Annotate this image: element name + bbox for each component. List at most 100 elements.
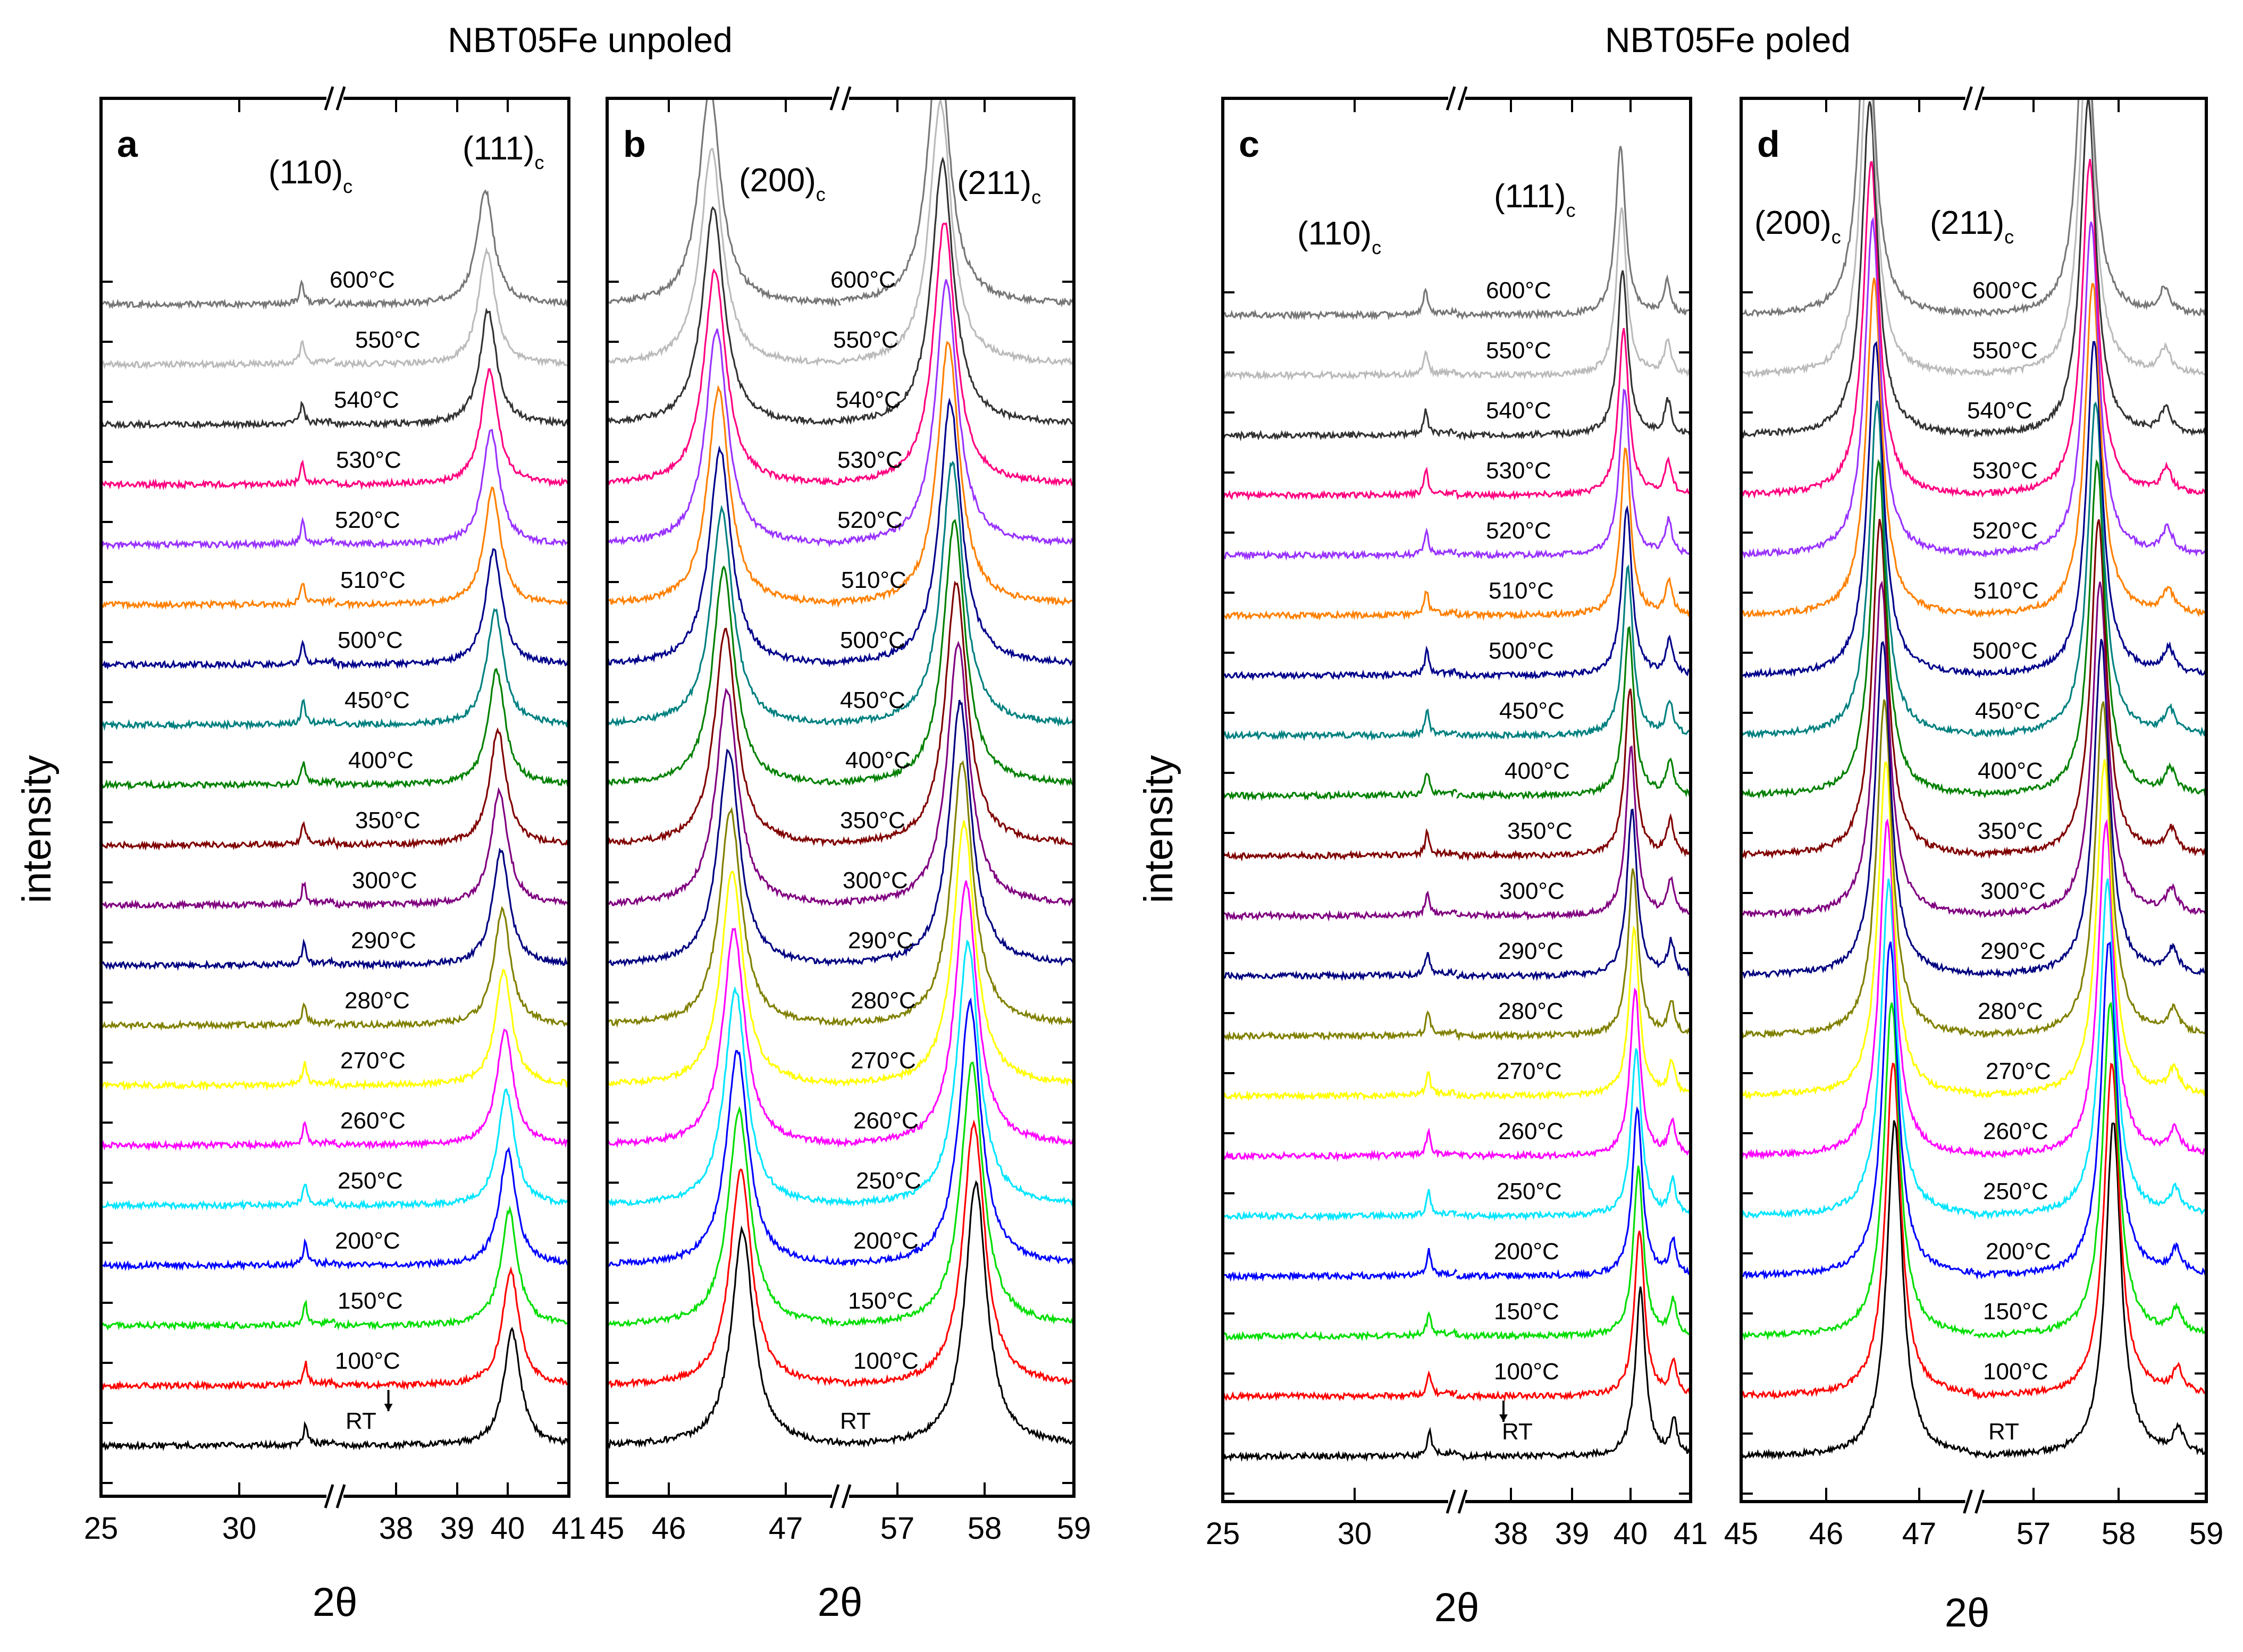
temp-label-c-13: 500°C	[1489, 638, 1554, 664]
trace-c-13	[1223, 505, 1691, 681]
peak-label-b-0: (200)c	[739, 162, 826, 205]
panel-d: RT 100°C 150°C 200°C 250°C 260°C 270°C 280°C 290…	[1724, 86, 2223, 1551]
temp-label-c-1: 100°C	[1494, 1359, 1559, 1385]
trace-d-16	[1741, 159, 2206, 499]
temp-label-c-4: 250°C	[1497, 1178, 1562, 1204]
axis-break-mark-c-0	[1457, 86, 1468, 111]
traces-d	[1741, 98, 2206, 1461]
trace-a-11	[101, 668, 569, 791]
temp-label-a-7: 280°C	[345, 988, 410, 1014]
trace-c-3	[1223, 1106, 1691, 1282]
peak-label-a-0: (110)c	[268, 154, 352, 197]
temp-label-b-10: 350°C	[840, 807, 905, 833]
temp-label-b-5: 260°C	[853, 1108, 919, 1134]
axis-break-mark-a-1	[335, 1484, 346, 1508]
temp-label-b-19: 600°C	[830, 267, 896, 293]
panel-a: RT 100°C 150°C 200°C 250°C 260°C 270°C 280°C 290…	[84, 86, 586, 1546]
trace-a-0	[101, 1327, 569, 1452]
temp-label-b-11: 400°C	[845, 747, 911, 773]
trace-b-19	[607, 98, 1074, 308]
trace-b-1	[607, 1119, 1074, 1389]
trace-a-7	[101, 906, 569, 1031]
temp-label-a-17: 540°C	[334, 387, 399, 413]
trace-d-15	[1741, 216, 2206, 559]
axis-break-mark-b-1	[829, 1484, 840, 1508]
temp-label-d-3: 200°C	[1986, 1238, 2051, 1265]
x-axis-label-c: 2θ	[1434, 1585, 1480, 1630]
trace-c-15	[1223, 389, 1691, 561]
xtick-label-b-5: 59	[1057, 1511, 1091, 1546]
trace-b-15	[607, 279, 1074, 548]
temp-label-c-17: 540°C	[1486, 398, 1551, 424]
axis-break-mark-a-1	[324, 1484, 334, 1508]
trace-a-10	[101, 727, 569, 851]
trace-c-0	[1223, 1286, 1691, 1462]
temp-label-d-2: 150°C	[1983, 1299, 2048, 1325]
xtick-label-b-1: 46	[652, 1511, 686, 1546]
temp-label-a-11: 400°C	[348, 747, 414, 773]
temp-label-c-11: 400°C	[1505, 758, 1570, 784]
trace-d-8	[1741, 638, 2206, 979]
temp-label-b-2: 150°C	[848, 1288, 913, 1314]
xtick-label-b-3: 57	[880, 1511, 915, 1546]
xtick-label-a-1: 30	[222, 1511, 257, 1546]
axis-break-mark-c-0	[1446, 86, 1456, 111]
trace-c-8	[1223, 808, 1691, 982]
peak-label-c-0: (110)c	[1297, 215, 1381, 258]
temp-label-b-12: 450°C	[840, 687, 905, 713]
trace-c-5	[1223, 987, 1691, 1162]
trace-d-7	[1741, 699, 2206, 1039]
trace-a-17	[101, 307, 569, 431]
xtick-label-a-4: 40	[491, 1511, 525, 1546]
trace-a-15	[101, 428, 569, 551]
annotation-arrowhead-c	[1499, 1414, 1508, 1422]
trace-a-12	[101, 608, 569, 731]
temp-label-d-5: 260°C	[1983, 1118, 2048, 1144]
peak-label-a-1: (111)c	[463, 130, 544, 173]
temp-label-b-9: 300°C	[843, 867, 908, 894]
temp-label-b-18: 550°C	[833, 327, 898, 353]
trace-d-19	[1741, 98, 2206, 318]
trace-b-5	[607, 880, 1074, 1148]
temp-label-b-17: 540°C	[836, 387, 901, 413]
temp-label-d-6: 270°C	[1986, 1058, 2051, 1084]
xtick-label-d-3: 57	[2017, 1516, 2051, 1551]
temp-label-b-0: RT	[840, 1408, 871, 1434]
trace-c-10	[1223, 688, 1691, 862]
temp-label-b-16: 530°C	[837, 447, 903, 473]
temp-label-d-13: 500°C	[1972, 638, 2038, 664]
trace-d-10	[1741, 519, 2206, 859]
temp-label-d-14: 510°C	[1973, 578, 2039, 604]
axis-break-mark-d-0	[1963, 86, 1973, 111]
traces-b	[607, 98, 1074, 1449]
trace-b-6	[607, 820, 1074, 1087]
trace-b-3	[607, 997, 1074, 1267]
temp-label-a-4: 250°C	[338, 1168, 403, 1194]
temp-label-d-19: 600°C	[1972, 277, 2038, 304]
xtick-label-c-0: 25	[1206, 1516, 1240, 1551]
group-title-unpoled: NBT05Fe unpoled	[448, 20, 733, 60]
trace-c-18	[1223, 207, 1691, 381]
trace-a-13	[101, 548, 569, 670]
trace-d-18	[1741, 98, 2206, 378]
trace-d-12	[1741, 400, 2206, 739]
temp-label-b-15: 520°C	[837, 507, 903, 533]
xtick-label-d-2: 47	[1902, 1516, 1937, 1551]
xtick-label-c-5: 41	[1674, 1516, 1708, 1551]
panel-b: RT 100°C 150°C 200°C 250°C 260°C 270°C 280°C 290…	[590, 86, 1091, 1546]
temp-label-d-18: 550°C	[1972, 338, 2038, 364]
trace-b-13	[607, 397, 1074, 668]
trace-b-17	[607, 156, 1074, 426]
peak-label-d-1: (211)c	[1930, 205, 2014, 248]
trace-b-18	[607, 98, 1074, 367]
trace-d-9	[1741, 580, 2206, 919]
temp-label-a-12: 450°C	[345, 687, 410, 713]
temp-label-a-1: 100°C	[335, 1348, 400, 1374]
temp-label-b-7: 280°C	[851, 988, 916, 1014]
temp-label-b-4: 250°C	[856, 1168, 921, 1194]
temp-label-d-8: 290°C	[1980, 938, 2046, 964]
temp-label-b-13: 500°C	[840, 627, 905, 653]
trace-b-4	[607, 939, 1074, 1208]
trace-b-8	[607, 699, 1074, 967]
temp-label-a-6: 270°C	[340, 1048, 406, 1074]
